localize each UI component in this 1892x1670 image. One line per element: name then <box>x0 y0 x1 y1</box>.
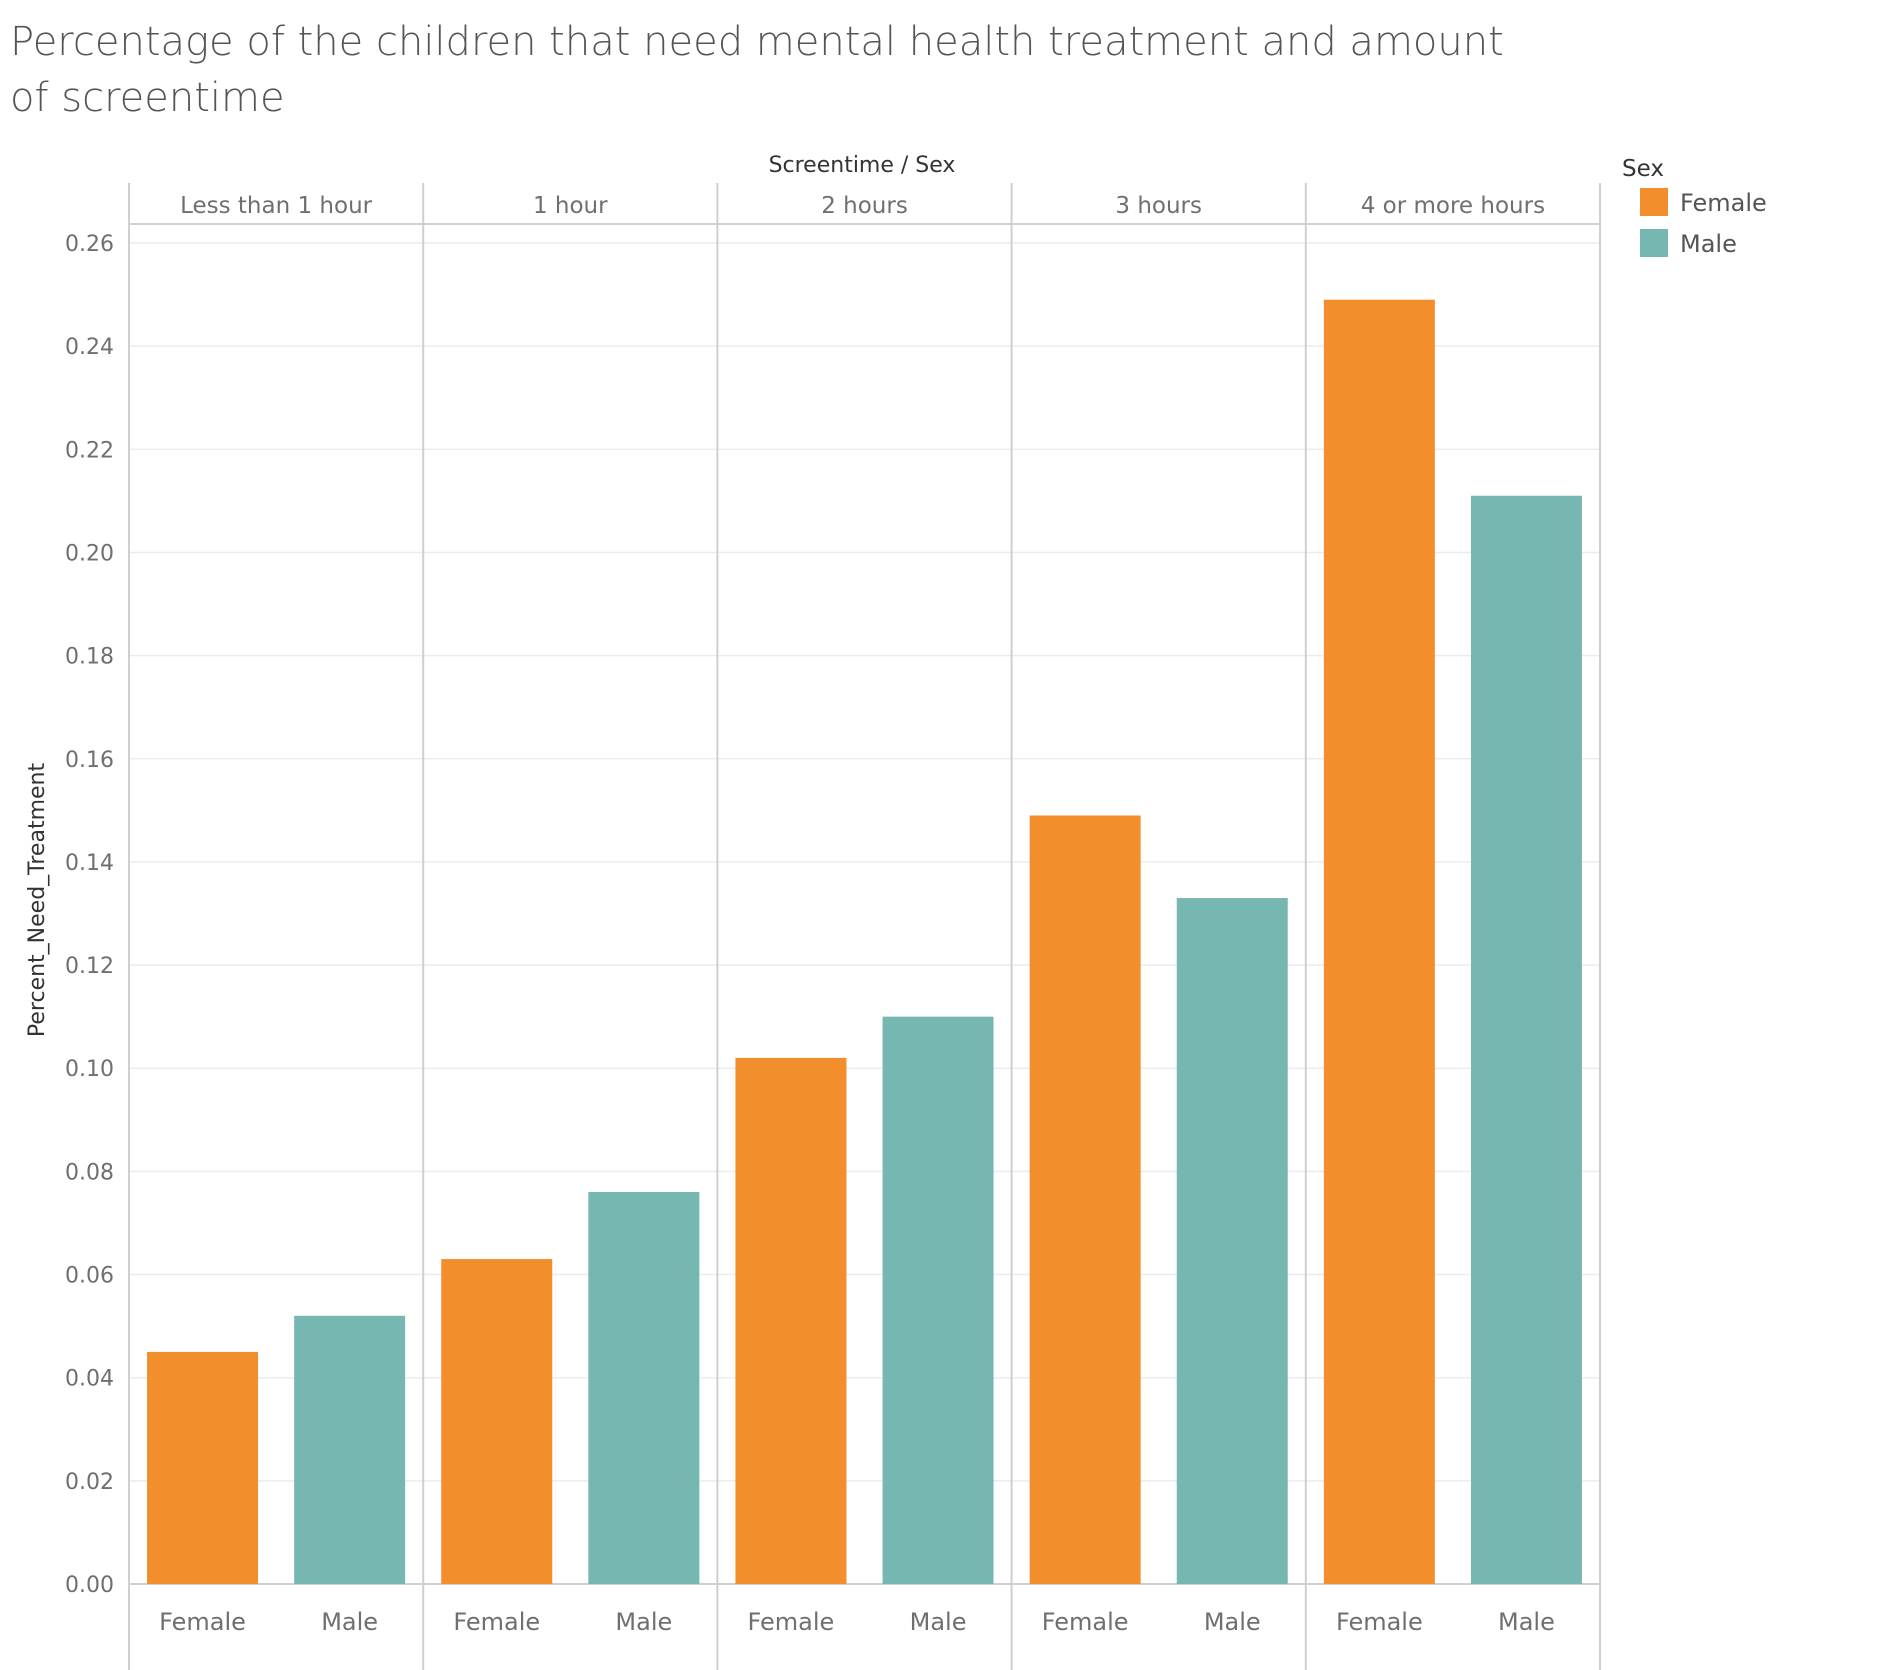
y-tick-label: 0.20 <box>65 541 114 566</box>
bar-female <box>441 1259 553 1584</box>
x-category-label: Male <box>615 1608 672 1636</box>
y-tick-label: 0.02 <box>65 1470 114 1495</box>
y-tick-label: 0.16 <box>65 748 114 773</box>
legend-title: Sex <box>1622 156 1664 182</box>
x-category-label: Female <box>453 1608 540 1636</box>
legend-swatch-female <box>1640 188 1668 216</box>
column-header: 4 or more hours <box>1361 193 1545 219</box>
x-category-label: Male <box>1204 1608 1261 1636</box>
x-axis-categories: Female Male Female Male Female Male Female Male… <box>159 1608 1555 1636</box>
y-tick-label: 0.24 <box>65 335 114 360</box>
column-header: Less than 1 hour <box>180 193 373 219</box>
y-tick-label: 0.12 <box>65 954 114 979</box>
x-category-label: Female <box>159 1608 246 1636</box>
x-category-label: Male <box>321 1608 378 1636</box>
y-tick-label: 0.26 <box>65 232 114 257</box>
bar-female <box>147 1351 259 1584</box>
legend-label: Female <box>1680 189 1767 217</box>
x-category-label: Female <box>1336 1608 1423 1636</box>
bar-male <box>294 1315 406 1584</box>
bar-female <box>1323 299 1435 1584</box>
x-category-label: Female <box>748 1608 835 1636</box>
legend-swatch-male <box>1640 229 1668 257</box>
y-tick-label: 0.06 <box>65 1264 114 1289</box>
x-category-label: Male <box>910 1608 967 1636</box>
y-tick-label: 0.14 <box>65 851 114 876</box>
bar-female <box>735 1057 847 1584</box>
column-header: 2 hours <box>821 193 908 219</box>
y-tick-label: 0.18 <box>65 645 114 670</box>
column-header: 1 hour <box>533 193 608 219</box>
bar-male <box>1176 898 1288 1584</box>
y-axis: 0.00 0.02 0.04 0.06 0.08 0.10 0.12 0.14 0.16 0.18… <box>65 232 114 1598</box>
bar-male <box>588 1192 700 1584</box>
bar-male <box>882 1016 994 1584</box>
y-tick-label: 0.04 <box>65 1367 114 1392</box>
y-tick-label: 0.08 <box>65 1160 114 1185</box>
column-header-title: Screentime / Sex <box>769 153 956 178</box>
column-headers: Screentime / Sex Less than 1 hour 1 hour 2… <box>180 153 1545 219</box>
bars <box>147 299 1582 1584</box>
y-tick-label: 0.22 <box>65 438 114 463</box>
x-category-label: Male <box>1498 1608 1555 1636</box>
y-axis-title: Percent_Need_Treatment <box>25 763 50 1038</box>
legend: Sex Female Male <box>1622 156 1767 258</box>
bar-male <box>1470 495 1582 1584</box>
chart-title: Percentage of the children that need men… <box>10 19 1504 121</box>
x-category-label: Female <box>1042 1608 1129 1636</box>
bar-female <box>1029 815 1141 1584</box>
y-tick-label: 0.00 <box>65 1573 114 1598</box>
y-tick-label: 0.10 <box>65 1057 114 1082</box>
column-header: 3 hours <box>1115 193 1202 219</box>
legend-label: Male <box>1680 230 1737 258</box>
